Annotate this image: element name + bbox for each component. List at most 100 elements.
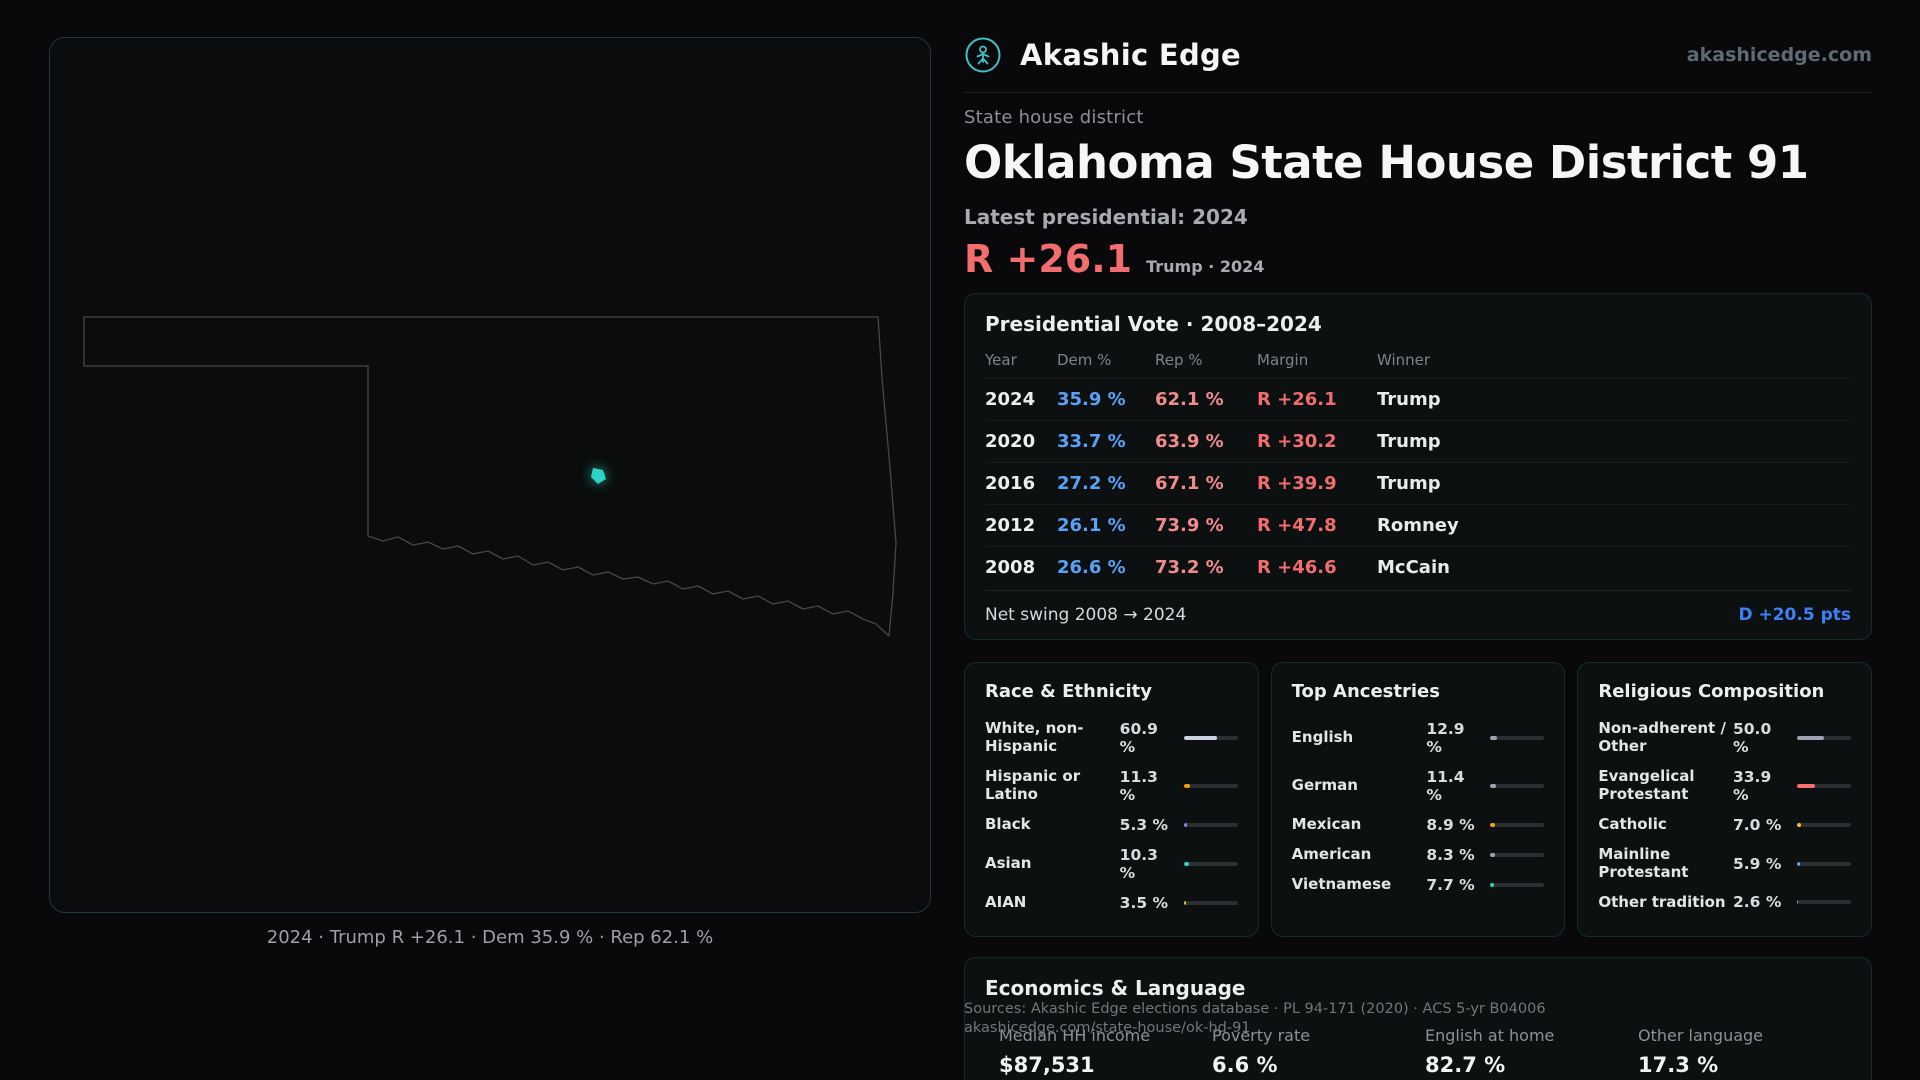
demo-row: Asian 10.3 % xyxy=(985,840,1238,888)
cell-year: 2024 xyxy=(985,378,1057,421)
econ-stat-label: Other language xyxy=(1638,1026,1764,1045)
presidential-row: 2012 26.1 % 73.9 % R +47.8 Romney xyxy=(985,504,1851,547)
sources-line: Sources: Akashic Edge elections database… xyxy=(964,1001,1546,1017)
presidential-row: 2024 35.9 % 62.1 % R +26.1 Trump xyxy=(985,378,1851,421)
demo-value: 11.4 % xyxy=(1426,768,1465,804)
demo-label: American xyxy=(1291,845,1372,864)
page-title: Oklahoma State House District 91 xyxy=(964,136,1809,189)
demo-bar-track xyxy=(1183,901,1238,905)
demo-bar-fill xyxy=(1796,736,1824,740)
demo-bar-fill xyxy=(1796,823,1801,827)
cell-margin: R +47.8 xyxy=(1257,504,1377,547)
presidential-row: 2016 27.2 % 67.1 % R +39.9 Trump xyxy=(985,462,1851,505)
demographics-grid: Race & Ethnicity White, non-Hispanic 60.9 … xyxy=(964,662,1872,937)
econ-stat: English at home 82.7 % xyxy=(1425,1026,1638,1077)
demo-bar-track xyxy=(1183,823,1238,827)
net-swing-row: Net swing 2008 → 2024 D +20.5 pts xyxy=(985,590,1851,625)
presidential-card-title: Presidential Vote · 2008–2024 xyxy=(985,312,1322,336)
demo-bar-track xyxy=(1796,736,1851,740)
demo-label: Black xyxy=(985,815,1031,834)
demo-row: Catholic 7.0 % xyxy=(1598,810,1851,840)
demo-label: Non-adherent / Other xyxy=(1598,719,1726,755)
demo-bar-track xyxy=(1490,823,1545,827)
cell-dem: 33.7 % xyxy=(1057,420,1155,463)
cell-year: 2020 xyxy=(985,420,1057,463)
margin-headline: R +26.1 Trump · 2024 xyxy=(964,237,1872,281)
permalink[interactable]: akashicedge.com/state-house/ok-hd-91 xyxy=(964,1020,1251,1037)
econ-stat-value: 17.3 % xyxy=(1638,1053,1719,1077)
demo-bar-track xyxy=(1796,861,1851,866)
cell-winner: Trump xyxy=(1377,378,1851,421)
column-header: Year xyxy=(985,344,1057,379)
site-link[interactable]: akashicedge.com xyxy=(1686,44,1872,66)
cell-rep: 73.2 % xyxy=(1155,557,1224,578)
demo-value: 12.9 % xyxy=(1426,720,1465,756)
econ-stat: Other language 17.3 % xyxy=(1638,1026,1851,1077)
demo-row: White, non-Hispanic 60.9 % xyxy=(985,714,1238,762)
content: Akashic Edge akashicedge.com State house… xyxy=(964,28,1872,1080)
cell-winner: Trump xyxy=(1377,420,1851,463)
demo-label: English xyxy=(1291,728,1354,747)
latest-presidential-label: Latest presidential: 2024 xyxy=(964,205,1248,229)
demo-value: 7.0 % xyxy=(1732,816,1782,834)
demo-card: Race & Ethnicity White, non-Hispanic 60.9 … xyxy=(964,662,1259,937)
demo-card-title: Religious Composition xyxy=(1598,681,1825,702)
cell-winner: Trump xyxy=(1377,462,1851,505)
presidential-row: 2020 33.7 % 63.9 % R +30.2 Trump xyxy=(985,420,1851,463)
demo-bar-fill xyxy=(1796,900,1799,905)
column-header: Winner xyxy=(1377,344,1851,379)
demo-label: AIAN xyxy=(985,893,1027,912)
cell-rep: 62.1 % xyxy=(1155,378,1257,421)
demo-bar-fill xyxy=(1183,823,1187,827)
demo-row: Black 5.3 % xyxy=(985,810,1238,840)
demo-value: 8.9 % xyxy=(1426,816,1475,834)
column-header: Dem % xyxy=(1057,344,1155,379)
demo-bar-fill xyxy=(1490,853,1495,857)
demo-row: German 11.4 % xyxy=(1292,762,1545,810)
district-marker xyxy=(591,468,606,484)
demo-bar-track xyxy=(1490,883,1545,887)
cell-margin: R +26.1 xyxy=(1257,378,1377,421)
demo-value: 8.3 % xyxy=(1426,846,1475,864)
demo-value: 11.3 % xyxy=(1119,768,1158,804)
cell-rep: 73.9 % xyxy=(1155,504,1257,547)
econ-stat-value: 6.6 % xyxy=(1212,1053,1278,1077)
topbar: Akashic Edge akashicedge.com xyxy=(964,28,1872,93)
cell-rep: 67.1 % xyxy=(1155,462,1257,505)
demo-value: 3.5 % xyxy=(1119,894,1169,912)
econ-stat-value: 82.7 % xyxy=(1425,1053,1506,1077)
demo-label: Asian xyxy=(985,854,1032,873)
econ-stats: Median HH income $87,531 Poverty rate 6.6 %… xyxy=(985,1026,1851,1077)
economics-card: Economics & Language Median HH income $87… xyxy=(964,957,1872,1080)
demo-label: Evangelical Protestant xyxy=(1598,767,1695,803)
demo-row: Other tradition 2.6 % xyxy=(1598,887,1851,917)
demo-label: White, non-Hispanic xyxy=(985,719,1084,755)
presidential-vote-card: Presidential Vote · 2008–2024 Year Dem % R… xyxy=(964,293,1872,640)
demo-value: 7.7 % xyxy=(1426,876,1475,894)
cell-margin: R +39.9 xyxy=(1257,462,1377,505)
demo-value: 50.0 % xyxy=(1732,720,1772,756)
cell-dem: 26.6 % xyxy=(1057,557,1126,578)
demo-label: Other tradition xyxy=(1598,892,1726,911)
demo-value: 5.9 % xyxy=(1732,854,1782,873)
demo-label: Catholic xyxy=(1598,815,1667,834)
demo-bar-fill xyxy=(1796,784,1816,788)
demo-card-title: Top Ancestries xyxy=(1291,681,1440,702)
demo-row: Hispanic or Latino 11.3 % xyxy=(985,762,1238,810)
brand-name: Akashic Edge xyxy=(1020,38,1242,72)
map-section: 2024 · Trump R +26.1 · Dem 35.9 % · Rep … xyxy=(49,37,931,948)
footer-sources: Sources: Akashic Edge elections database… xyxy=(964,1000,1546,1039)
econ-stat: Median HH income $87,531 xyxy=(999,1026,1212,1077)
demo-label: Mainline Protestant xyxy=(1598,845,1689,881)
margin-context: Trump · 2024 xyxy=(1146,257,1265,276)
cell-dem: 27.2 % xyxy=(1057,462,1155,505)
demo-bar-track xyxy=(1796,784,1851,788)
demo-label: Mexican xyxy=(1291,815,1362,834)
demo-card: Top Ancestries English 12.9 % German 11.4 % M… xyxy=(1270,662,1566,937)
net-swing-label: Net swing 2008 → 2024 xyxy=(985,605,1187,625)
akashic-edge-logo-icon xyxy=(964,36,1002,74)
demo-value: 10.3 % xyxy=(1119,846,1158,882)
demo-bar-fill xyxy=(1183,862,1190,866)
margin-value: R +26.1 xyxy=(964,237,1133,281)
cell-winner: McCain xyxy=(1377,557,1450,578)
